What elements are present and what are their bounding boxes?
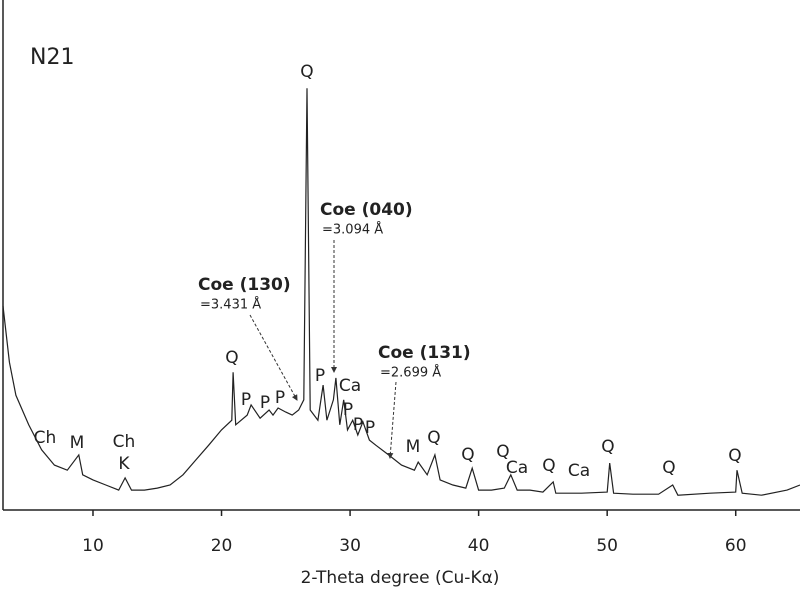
peak-label: Ca — [506, 458, 528, 478]
xrd-trace — [2, 88, 800, 496]
peak-label: Q — [728, 446, 741, 466]
x-tick-label: 30 — [339, 536, 361, 556]
peak-label: P — [315, 366, 325, 386]
peak-label: P — [275, 388, 285, 408]
callout-value: =3.431 Å — [200, 297, 261, 313]
peak-label: Q — [496, 442, 509, 462]
callout-label: Coe (130) — [198, 275, 291, 295]
peak-label: Q — [601, 437, 614, 457]
x-tick-label: 50 — [596, 536, 618, 556]
peak-label: M — [406, 437, 421, 457]
peak-label: P — [353, 415, 363, 435]
peak-label: Q — [427, 428, 440, 448]
peak-label: Q — [542, 456, 555, 476]
callout-arrow — [249, 314, 298, 401]
peak-label: Ca — [568, 461, 590, 481]
callout-value: =2.699 Å — [380, 365, 441, 381]
peak-label: P — [365, 418, 375, 438]
peak-label: Ch — [34, 428, 57, 448]
callout-value: =3.094 Å — [322, 222, 383, 238]
x-tick-label: 60 — [725, 536, 747, 556]
peak-label: P — [260, 393, 270, 413]
peak-label: Q — [461, 445, 474, 465]
chart-title: N21 — [30, 45, 74, 70]
x-tick-label: 10 — [82, 536, 104, 556]
peak-label: P — [343, 400, 353, 420]
x-tick-label: 20 — [211, 536, 233, 556]
callout-label: Coe (131) — [378, 343, 471, 363]
peak-label: Q — [662, 458, 675, 478]
callout-arrow — [387, 381, 397, 459]
peak-label: P — [241, 390, 251, 410]
callout-label: Coe (040) — [320, 200, 413, 220]
peak-label: Q — [225, 348, 238, 368]
peak-label: Ca — [339, 376, 361, 396]
peak-label: K — [118, 454, 130, 474]
peak-label: M — [70, 433, 85, 453]
peak-label: Ch — [113, 432, 136, 452]
x-axis-label: 2-Theta degree (Cu-Kα) — [301, 568, 500, 588]
x-tick-label: 40 — [468, 536, 490, 556]
peak-label: Q — [300, 62, 313, 82]
